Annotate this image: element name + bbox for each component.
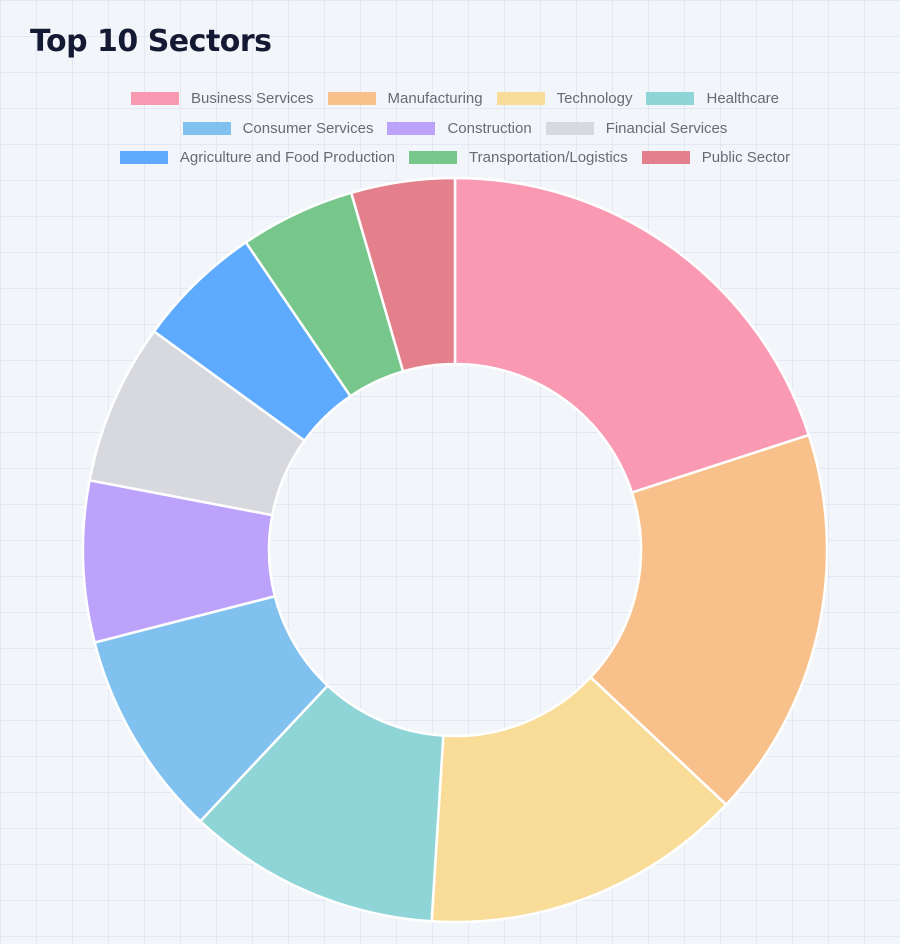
legend-label: Public Sector — [701, 149, 791, 167]
legend-swatch — [646, 92, 695, 106]
legend-item-manufacturing[interactable]: Manufacturing — [327, 90, 483, 108]
legend-item-financial-services[interactable]: Financial Services — [545, 119, 728, 137]
legend-label: Agriculture and Food Production — [179, 149, 396, 167]
legend-row: Consumer Services Construction Financial S… — [0, 114, 900, 144]
chart-title: Top 10 Sectors — [30, 24, 272, 59]
chart-legend: Business Services Manufacturing Technology… — [0, 84, 900, 173]
legend-label: Financial Services — [605, 119, 728, 137]
legend-swatch — [496, 92, 545, 106]
legend-label: Consumer Services — [242, 119, 374, 137]
legend-swatch — [182, 121, 231, 135]
slice-manufacturing[interactable] — [589, 433, 829, 806]
slice-public-sector[interactable] — [349, 176, 457, 373]
legend-label: Transportation/Logistics — [469, 149, 628, 167]
legend-item-business-services[interactable]: Business Services — [130, 90, 314, 108]
legend-item-construction[interactable]: Construction — [387, 119, 532, 137]
slice-business-services[interactable] — [453, 176, 811, 494]
legend-swatch — [119, 151, 168, 165]
legend-item-consumer-services[interactable]: Consumer Services — [182, 119, 374, 137]
legend-item-agriculture-and-food-production[interactable]: Agriculture and Food Production — [119, 149, 396, 167]
legend-item-public-sector[interactable]: Public Sector — [641, 149, 791, 167]
legend-swatch — [130, 92, 179, 106]
legend-swatch — [409, 151, 458, 165]
legend-item-technology[interactable]: Technology — [496, 90, 633, 108]
legend-label: Construction — [447, 119, 532, 137]
legend-label: Business Services — [190, 90, 314, 108]
legend-swatch — [545, 121, 594, 135]
legend-label: Manufacturing — [387, 90, 483, 108]
legend-row: Agriculture and Food Production Transport… — [0, 143, 900, 173]
legend-label: Technology — [556, 90, 633, 108]
legend-row: Business Services Manufacturing Technology… — [0, 84, 900, 114]
legend-swatch — [387, 121, 436, 135]
slice-technology[interactable] — [430, 676, 728, 924]
legend-swatch — [641, 151, 690, 165]
legend-item-healthcare[interactable]: Healthcare — [646, 90, 779, 107]
legend-swatch — [327, 92, 376, 106]
legend-label: Healthcare — [706, 90, 780, 108]
legend-item-transportation-logistics[interactable]: Transportation/Logistics — [409, 149, 628, 166]
